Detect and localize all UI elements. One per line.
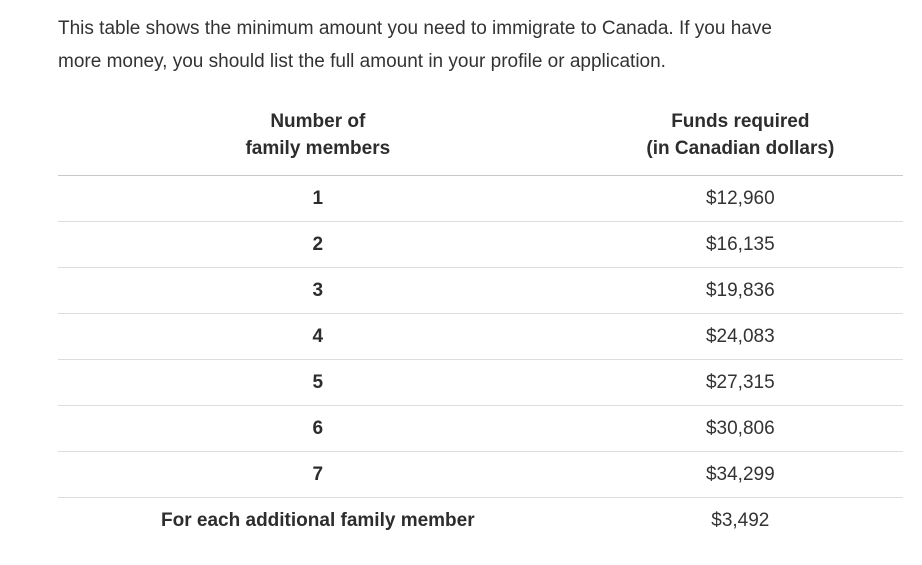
table-row: 2 $16,135 [58, 222, 903, 268]
table-row-additional-member: For each additional family member $3,492 [58, 498, 903, 544]
members-cell: 2 [312, 234, 324, 255]
members-cell: For each additional family member [161, 510, 475, 531]
funds-table-body: 1 $12,960 2 $16,135 3 $19,836 4 $24,083 … [58, 176, 903, 544]
members-cell: 7 [312, 464, 324, 485]
table-row: 7 $34,299 [58, 452, 903, 498]
members-cell: 3 [312, 280, 324, 301]
table-row: 3 $19,836 [58, 268, 903, 314]
funds-cell: $24,083 [705, 326, 775, 347]
members-cell: 1 [312, 188, 324, 209]
funds-cell: $16,135 [705, 234, 775, 255]
funds-cell: $27,315 [705, 372, 775, 393]
funds-cell: $12,960 [705, 188, 775, 209]
table-row: 5 $27,315 [58, 360, 903, 406]
funds-cell: $19,836 [705, 280, 775, 301]
page-root: This table shows the minimum amount you … [0, 12, 922, 565]
members-cell: 6 [312, 418, 324, 439]
table-row: 4 $24,083 [58, 314, 903, 360]
table-row: 1 $12,960 [58, 176, 903, 222]
members-cell: 4 [312, 326, 324, 347]
funds-cell: $3,492 [711, 510, 770, 531]
funds-cell: $30,806 [705, 418, 775, 439]
header-funds-required: Funds required (in Canadian dollars) [646, 111, 835, 159]
funds-cell: $34,299 [705, 464, 775, 485]
intro-paragraph: This table shows the minimum amount you … [58, 18, 772, 72]
header-row: Number of family members Funds required … [58, 102, 903, 176]
funds-table-header: Number of family members Funds required … [58, 102, 903, 176]
funds-table: Number of family members Funds required … [58, 102, 903, 543]
members-cell: 5 [312, 372, 324, 393]
header-family-members: Number of family members [245, 111, 391, 159]
table-row: 6 $30,806 [58, 406, 903, 452]
